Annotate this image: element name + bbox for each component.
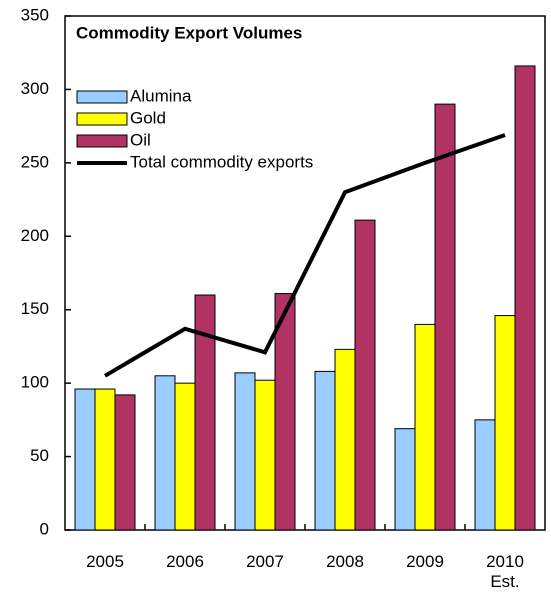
legend-swatch (76, 90, 128, 104)
y-tick-label: 150 (21, 299, 49, 318)
bar (434, 103, 456, 531)
x-tick-label: 2008 (326, 552, 364, 571)
bar (234, 372, 256, 531)
bar (354, 219, 376, 531)
x-tick-label: 2009 (406, 552, 444, 571)
bar (494, 315, 516, 531)
legend-swatch (76, 112, 128, 126)
x-tick-label: 2010 Est. (486, 552, 524, 591)
y-tick-label: 50 (30, 446, 49, 465)
bar (174, 382, 196, 531)
y-tick-label: 200 (21, 226, 49, 245)
legend-swatch (76, 134, 128, 148)
bar (114, 394, 136, 531)
bar (334, 348, 356, 531)
bar (274, 293, 296, 531)
legend-label: Oil (130, 130, 151, 149)
legend-label: Gold (130, 108, 166, 127)
bar (194, 294, 216, 531)
x-tick-label: 2006 (166, 552, 204, 571)
legend-label: Alumina (130, 86, 192, 105)
bar (154, 375, 176, 531)
y-tick-label: 300 (21, 79, 49, 98)
x-tick-label: 2005 (86, 552, 124, 571)
x-tick-label: 2007 (246, 552, 284, 571)
bar (474, 419, 496, 531)
bar (394, 428, 416, 531)
y-tick-label: 100 (21, 373, 49, 392)
chart-title: Commodity Export Volumes (76, 23, 302, 42)
bar (514, 65, 536, 531)
bar (74, 388, 96, 531)
y-tick-label: 250 (21, 152, 49, 171)
bar (254, 379, 276, 531)
legend-label: Total commodity exports (130, 152, 313, 171)
bar (94, 388, 116, 531)
y-tick-label: 0 (40, 519, 49, 538)
y-tick-label: 350 (21, 5, 49, 24)
bar (414, 323, 436, 531)
line (103, 133, 506, 378)
bar (314, 370, 336, 531)
